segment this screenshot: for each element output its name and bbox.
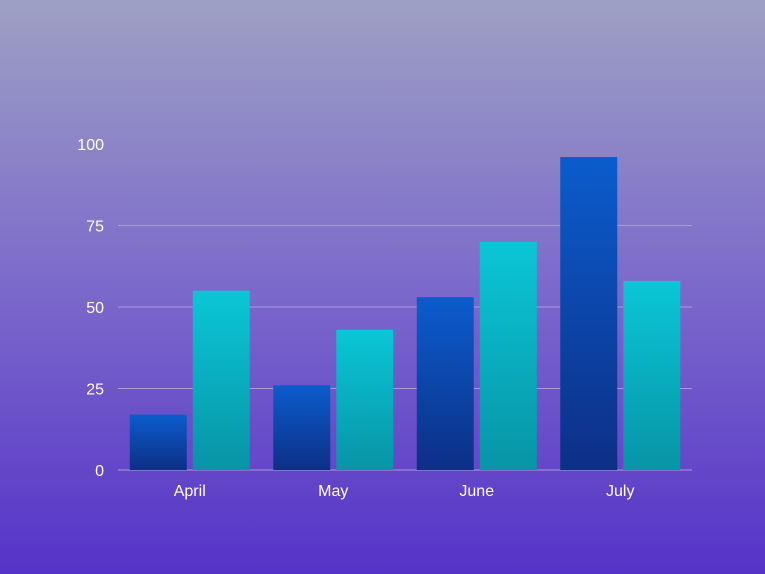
bar-series-2-may bbox=[336, 329, 394, 470]
y-axis-tick-labels: 0 25 50 75 100 bbox=[77, 137, 104, 480]
y-tick-label: 100 bbox=[77, 137, 104, 154]
bar-series-2-june bbox=[479, 241, 537, 470]
bar-series-1-july bbox=[560, 157, 618, 471]
x-tick-label-april: April bbox=[174, 483, 206, 500]
bar-series-2-april bbox=[192, 290, 250, 470]
x-tick-label-may: May bbox=[318, 483, 348, 500]
bar-series-1-april bbox=[129, 414, 187, 470]
y-tick-label: 0 bbox=[95, 463, 104, 480]
y-tick-label: 25 bbox=[86, 382, 104, 399]
x-axis-tick-labels: April May June July bbox=[174, 483, 635, 500]
bars bbox=[129, 157, 681, 471]
x-tick-label-july: July bbox=[606, 483, 634, 500]
bar-series-1-may bbox=[273, 385, 331, 470]
y-tick-label: 50 bbox=[86, 300, 104, 317]
bar-series-1-june bbox=[416, 297, 474, 470]
bar-series-2-july bbox=[623, 280, 681, 470]
y-tick-label: 75 bbox=[86, 219, 104, 236]
x-tick-label-june: June bbox=[459, 483, 494, 500]
